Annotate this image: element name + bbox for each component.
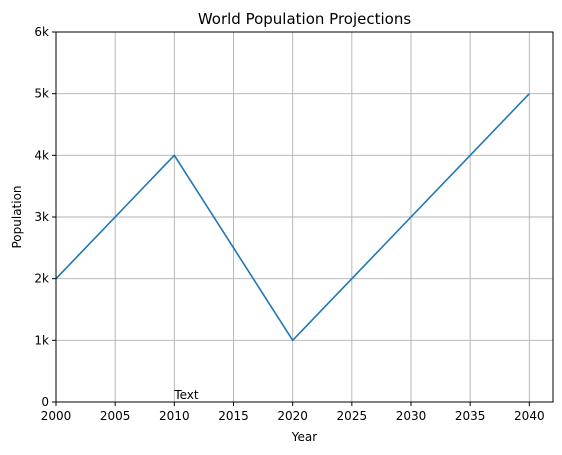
series-layer	[55, 93, 530, 342]
y-tick-label: 5k	[34, 87, 49, 101]
x-tick-label: 2035	[455, 409, 486, 423]
x-tick-label: 2010	[159, 409, 190, 423]
x-tick-label: 2015	[218, 409, 249, 423]
chart-title: World Population Projections	[198, 10, 412, 28]
tick-layer: 2000 2005 2010 2015 2020 2025 2030 2035 2040 0 1k 2…	[34, 25, 544, 423]
x-tick-label: 2005	[100, 409, 131, 423]
annotation-layer: Text	[173, 388, 199, 402]
x-tick-label: 2000	[41, 409, 72, 423]
y-tick-label: 3k	[34, 210, 49, 224]
y-tick-label: 2k	[34, 272, 49, 286]
y-tick-label: 1k	[34, 333, 49, 347]
y-tick-label: 6k	[34, 25, 49, 39]
x-tick-label: 2020	[277, 409, 308, 423]
x-tick-label: 2030	[396, 409, 427, 423]
x-tick-label: 2025	[337, 409, 368, 423]
x-axis-label: Year	[291, 430, 317, 444]
annotation-text: Text	[173, 388, 199, 402]
x-tick-label: 2040	[514, 409, 545, 423]
y-tick-label: 4k	[34, 148, 49, 162]
y-axis-label: Population	[10, 185, 24, 248]
y-tick-label: 0	[41, 395, 49, 409]
series-line	[55, 93, 530, 342]
